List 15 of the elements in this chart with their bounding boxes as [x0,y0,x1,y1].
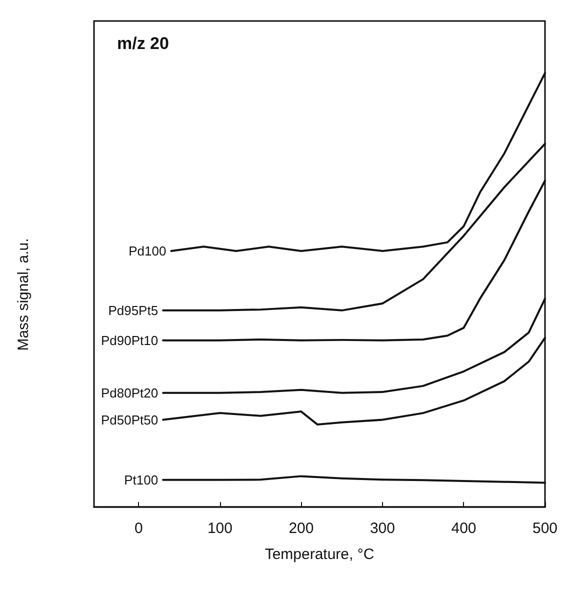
series-label: Pd95Pt5 [108,302,158,318]
x-tick-label: 0 [134,520,143,537]
series-label: Pd90Pt10 [100,332,158,348]
chart-title: m/z 20 [117,34,169,53]
x-tick-label: 400 [451,520,476,537]
x-tick-label: 100 [207,520,232,537]
x-tick-label: 300 [370,520,395,537]
x-tick-label: 200 [288,520,314,537]
series-label: Pt100 [124,472,158,488]
x-tick-label: 500 [532,520,558,537]
series-label: Pd80Pt20 [100,385,158,400]
series-label: Pd50Pt50 [100,412,158,428]
y-axis-title: Mass signal, a.u. [15,238,32,351]
x-axis-title: Temperature, °C [264,546,374,563]
series-label: Pd100 [128,243,166,258]
